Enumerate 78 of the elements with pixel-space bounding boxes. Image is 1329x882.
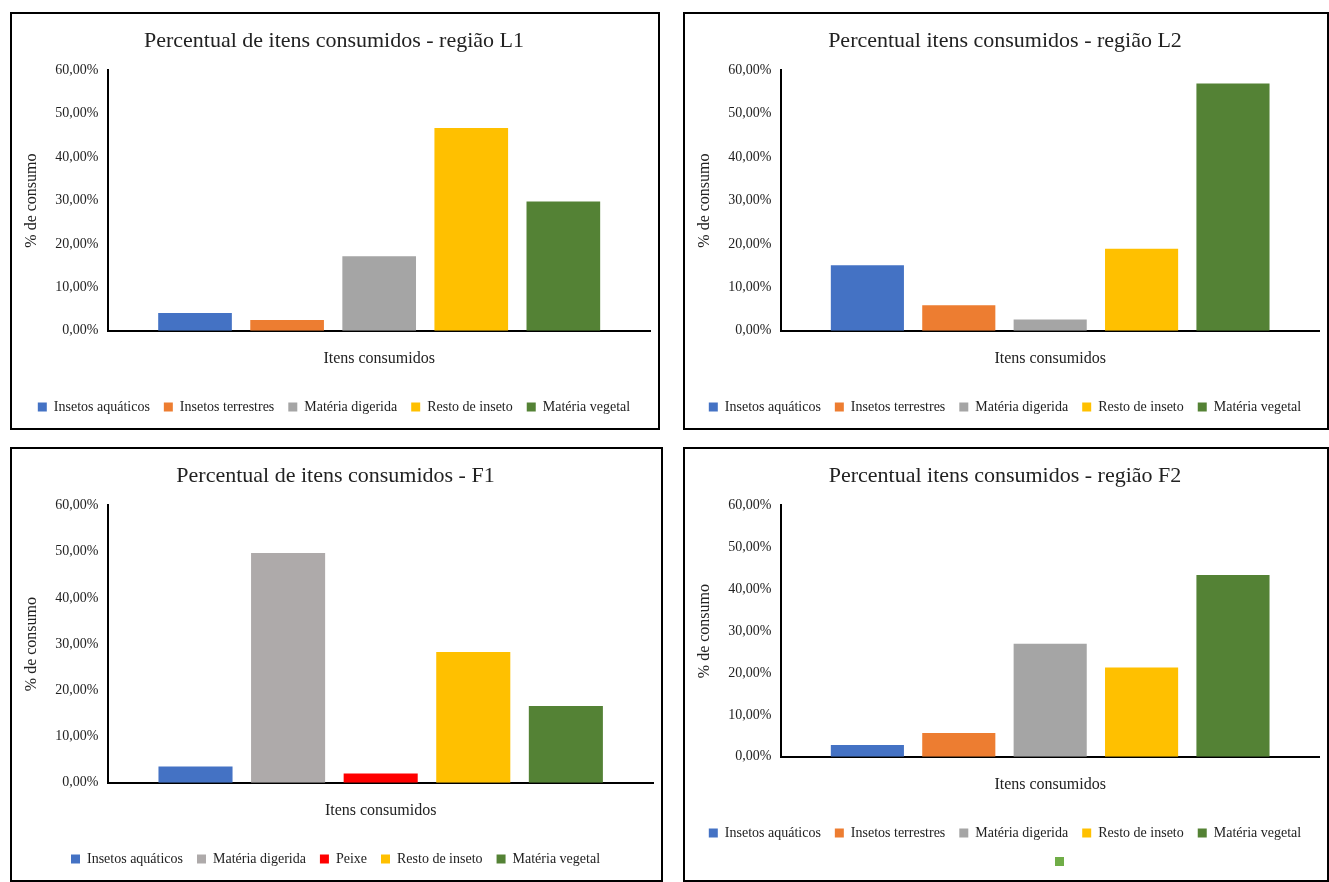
legend-label: Insetos terrestres — [850, 398, 946, 414]
y-tick-label: 10,00% — [55, 728, 99, 744]
y-tick-label: 0,00% — [62, 322, 99, 338]
legend-label: Resto de inseto — [397, 850, 483, 866]
legend-label: Matéria digerida — [213, 850, 307, 866]
legend-label: Matéria digerida — [975, 398, 1069, 414]
bar — [158, 313, 232, 331]
y-tick-label: 10,00% — [55, 279, 99, 295]
y-tick-label: 60,00% — [728, 62, 772, 78]
y-tick-label: 40,00% — [55, 148, 99, 164]
legend-label: Matéria digerida — [304, 398, 398, 414]
chart-title: Percentual de itens consumidos - região L1 — [143, 26, 525, 52]
y-axis-title: % de consumo — [694, 153, 712, 248]
legend-label: Matéria digerida — [975, 824, 1069, 840]
legend-label: Peixe — [335, 850, 368, 866]
bar — [922, 732, 996, 757]
chart-title: Percentual itens consumidos - região F2 — [828, 461, 1182, 487]
bar — [342, 256, 417, 331]
x-axis-title: Itens consumidos — [324, 800, 437, 818]
x-axis-title: Itens consumidos — [323, 348, 435, 366]
bar — [250, 319, 324, 331]
y-tick-label: 0,00% — [62, 774, 99, 790]
bar — [158, 766, 233, 783]
bar — [1105, 248, 1179, 331]
chart-title: Percentual de itens consumidos - F1 — [176, 461, 495, 487]
y-tick-label: 30,00% — [55, 635, 99, 651]
y-tick-label: 30,00% — [55, 192, 99, 208]
legend-label: Matéria vegetal — [1213, 824, 1302, 840]
bar — [1196, 574, 1270, 757]
bar — [436, 651, 511, 783]
y-tick-label: 50,00% — [728, 105, 772, 121]
bar — [526, 201, 601, 331]
y-tick-label: 30,00% — [728, 622, 772, 638]
bar — [830, 265, 904, 331]
y-tick-label: 10,00% — [728, 706, 772, 722]
y-tick-label: 20,00% — [728, 664, 772, 680]
bar — [528, 706, 603, 783]
bar — [830, 745, 904, 757]
y-tick-label: 50,00% — [55, 105, 99, 121]
legend-label: Insetos terrestres — [179, 398, 275, 414]
y-tick-label: 40,00% — [55, 589, 99, 605]
legend-label: Matéria vegetal — [542, 398, 631, 414]
bar — [922, 305, 996, 331]
y-tick-label: 60,00% — [55, 62, 99, 78]
bar — [1105, 667, 1179, 757]
y-tick-label: 60,00% — [55, 497, 99, 513]
chart-title: Percentual itens consumidos - região L2 — [828, 26, 1182, 52]
y-axis-title: % de consumo — [21, 153, 39, 248]
x-axis-title: Itens consumidos — [994, 348, 1106, 366]
x-axis-title: Itens consumidos — [994, 774, 1106, 792]
legend-label: Matéria vegetal — [512, 850, 601, 866]
y-tick-label: 10,00% — [728, 279, 772, 295]
y-tick-label: 20,00% — [728, 235, 772, 251]
legend-label: Insetos terrestres — [850, 824, 946, 840]
legend-label: Insetos aquáticos — [86, 850, 184, 866]
y-tick-label: 50,00% — [728, 538, 772, 554]
legend-label: Resto de inseto — [427, 398, 513, 414]
y-axis-title: % de consumo — [21, 597, 39, 692]
legend-label: Matéria vegetal — [1213, 398, 1302, 414]
legend-label: Insetos aquáticos — [53, 398, 150, 414]
y-tick-label: 30,00% — [728, 192, 772, 208]
legend-label: Insetos aquáticos — [724, 398, 821, 414]
y-tick-label: 20,00% — [55, 235, 99, 251]
y-tick-label: 40,00% — [728, 148, 772, 164]
legend-label: Resto de inseto — [1098, 824, 1184, 840]
y-tick-label: 20,00% — [55, 682, 99, 698]
y-tick-label: 40,00% — [728, 580, 772, 596]
y-tick-label: 60,00% — [728, 497, 772, 513]
y-tick-label: 0,00% — [735, 322, 772, 338]
bar — [434, 128, 509, 331]
legend-label: Insetos aquáticos — [724, 824, 821, 840]
bar — [251, 553, 326, 783]
legend-label: Resto de inseto — [1098, 398, 1184, 414]
bar — [1196, 83, 1270, 331]
y-axis-title: % de consumo — [694, 584, 712, 679]
y-tick-label: 50,00% — [55, 543, 99, 559]
y-tick-label: 0,00% — [735, 748, 772, 764]
bar — [1013, 643, 1087, 757]
